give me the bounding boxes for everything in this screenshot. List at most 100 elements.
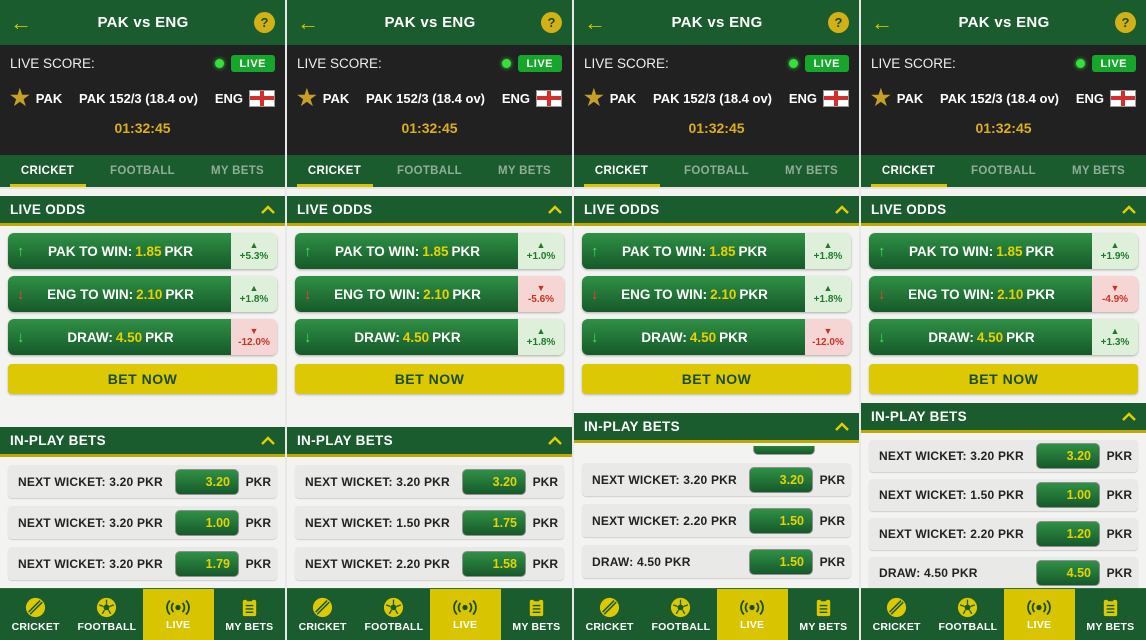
chevron-up-icon[interactable] xyxy=(1122,412,1136,421)
inplay-odds-button[interactable]: 3.20 xyxy=(749,466,813,493)
in-play-bets-title: IN-PLAY BETS xyxy=(584,419,680,434)
nav-my-bets[interactable]: MY BETS xyxy=(788,589,859,640)
inplay-odds-button[interactable]: 3.20 xyxy=(462,468,526,495)
app-screen: ← PAK vs ENG ? LIVE SCORE: LIVE ★ PAK PA… xyxy=(0,0,285,640)
odds-row-eng-to-win[interactable]: ↓ ENG TO WIN: 2.10 PKR ▼ -5.6% xyxy=(295,276,564,312)
tab-cricket[interactable]: CRICKET xyxy=(287,155,382,187)
chevron-up-icon[interactable] xyxy=(1122,205,1136,214)
odds-row-pak-to-win[interactable]: ↑ PAK TO WIN: 1.85 PKR ▲ +1.9% xyxy=(869,233,1138,269)
odds-row-eng-to-win[interactable]: ↓ ENG TO WIN: 2.10 PKR ▼ -4.9% xyxy=(869,276,1138,312)
odds-row-eng-to-win[interactable]: ↓ ENG TO WIN: 2.10 PKR ▲ +1.8% xyxy=(582,276,851,312)
tab-my-bets[interactable]: MY BETS xyxy=(210,165,264,177)
live-dot-icon xyxy=(501,59,511,68)
live-odds-header[interactable]: LIVE ODDS xyxy=(0,196,285,226)
inplay-odds-button[interactable]: 1.00 xyxy=(1036,482,1100,508)
odds-row-draw[interactable]: ↓ DRAW: 4.50 PKR ▼ -12.0% xyxy=(8,319,277,355)
inplay-odds-button[interactable]: 1.50 xyxy=(749,507,813,534)
odds-change-badge: ▲ +5.3% xyxy=(231,233,277,269)
odds-row-draw[interactable]: ↓ DRAW: 4.50 PKR ▲ +1.3% xyxy=(869,319,1138,355)
tab-cricket[interactable]: CRICKET xyxy=(574,155,669,187)
tab-football[interactable]: FOOTBALL xyxy=(397,165,462,177)
tab-cricket[interactable]: CRICKET xyxy=(0,155,95,187)
live-odds-header[interactable]: LIVE ODDS xyxy=(287,196,572,226)
tab-my-bets[interactable]: MY BETS xyxy=(784,165,838,177)
inplay-odds-button[interactable]: 1.50 xyxy=(749,548,813,575)
scroll-content: LIVE ODDS ↑ PAK TO WIN: 1.85 PKR ▲ +1.9% ↓… xyxy=(861,187,1146,588)
help-icon[interactable]: ? xyxy=(541,12,562,33)
nav-cricket[interactable]: CRICKET xyxy=(0,589,71,640)
help-icon[interactable]: ? xyxy=(254,12,275,33)
nav-my-bets[interactable]: MY BETS xyxy=(501,589,572,640)
inplay-odds-button[interactable]: 1.79 xyxy=(175,550,239,577)
inplay-odds-button[interactable]: 3.20 xyxy=(1036,443,1100,469)
nav-live[interactable]: LIVE xyxy=(429,589,501,640)
in-play-bets-header[interactable]: IN-PLAY BETS xyxy=(0,427,285,457)
nav-my-bets[interactable]: MY BETS xyxy=(1075,589,1146,640)
inplay-odds-button[interactable]: 1.58 xyxy=(462,550,526,577)
bet-now-button[interactable]: BET NOW xyxy=(869,364,1138,394)
nav-cricket[interactable]: CRICKET xyxy=(287,589,358,640)
in-play-bets-header[interactable]: IN-PLAY BETS xyxy=(861,403,1146,433)
inplay-odds-button[interactable]: 1.20 xyxy=(1036,521,1100,547)
nav-football[interactable]: FOOTBALL xyxy=(358,589,429,640)
away-team-label: ENG xyxy=(501,90,530,106)
inplay-row-partial[interactable] xyxy=(582,446,851,455)
odds-row-draw[interactable]: ↓ DRAW: 4.50 PKR ▼ -12.0% xyxy=(582,319,851,355)
live-status-badge: LIVE xyxy=(1091,55,1136,72)
odds-row-draw[interactable]: ↓ DRAW: 4.50 PKR ▲ +1.8% xyxy=(295,319,564,355)
odds-change-percent: +1.0% xyxy=(526,250,556,262)
odds-row-pak-to-win[interactable]: ↑ PAK TO WIN: 1.85 PKR ▲ +1.8% xyxy=(582,233,851,269)
in-play-bets-header[interactable]: IN-PLAY BETS xyxy=(574,413,859,443)
section-spacer xyxy=(0,394,285,420)
nav-cricket[interactable]: CRICKET xyxy=(861,589,932,640)
scroll-content: LIVE ODDS ↑ PAK TO WIN: 1.85 PKR ▲ +5.3% ↓… xyxy=(0,187,285,588)
inplay-odds-button[interactable]: 1.75 xyxy=(462,509,526,536)
chevron-up-icon[interactable] xyxy=(548,205,562,214)
inplay-odds-button[interactable]: 1.00 xyxy=(175,509,239,536)
inplay-bet-row: NEXT WICKET: 3.20 PKR 1.00 PKR xyxy=(8,506,277,539)
odds-row-eng-to-win[interactable]: ↓ ENG TO WIN: 2.10 PKR ▲ +1.8% xyxy=(8,276,277,312)
tab-my-bets[interactable]: MY BETS xyxy=(1071,165,1125,177)
nav-my-bets[interactable]: MY BETS xyxy=(214,589,285,640)
nav-football[interactable]: FOOTBALL xyxy=(932,589,1003,640)
chevron-up-icon[interactable] xyxy=(261,436,275,445)
inplay-bet-row: NEXT WICKET: 1.50 PKR 1.75 PKR xyxy=(295,506,564,539)
inplay-bet-label: DRAW: 4.50 PKR xyxy=(879,566,978,580)
nav-live[interactable]: LIVE xyxy=(716,589,788,640)
trend-down-arrow-icon: ↓ xyxy=(17,285,25,303)
chevron-up-icon[interactable] xyxy=(835,205,849,214)
inplay-odds-button[interactable]: 3.20 xyxy=(175,468,239,495)
nav-football[interactable]: FOOTBALL xyxy=(71,589,142,640)
odds-row-pak-to-win[interactable]: ↑ PAK TO WIN: 1.85 PKR ▲ +5.3% xyxy=(8,233,277,269)
tab-cricket[interactable]: CRICKET xyxy=(861,155,956,187)
help-icon[interactable]: ? xyxy=(1115,12,1136,33)
nav-live[interactable]: LIVE xyxy=(1003,589,1075,640)
live-odds-header[interactable]: LIVE ODDS xyxy=(861,196,1146,226)
tab-football[interactable]: FOOTBALL xyxy=(971,165,1036,177)
chevron-up-icon[interactable] xyxy=(261,205,275,214)
live-odds-header[interactable]: LIVE ODDS xyxy=(574,196,859,226)
bet-now-button[interactable]: BET NOW xyxy=(582,364,851,394)
odds-label: ENG TO WIN: xyxy=(334,286,421,302)
nav-cricket[interactable]: CRICKET xyxy=(574,589,645,640)
tab-football[interactable]: FOOTBALL xyxy=(684,165,749,177)
live-odds-title: LIVE ODDS xyxy=(297,202,373,217)
bet-now-button[interactable]: BET NOW xyxy=(8,364,277,394)
nav-football[interactable]: FOOTBALL xyxy=(645,589,716,640)
back-arrow-icon[interactable]: ← xyxy=(10,9,32,35)
bottom-nav: CRICKET FOOTBALL LIVE MY BETS xyxy=(861,588,1146,640)
inplay-odds-button[interactable]: 4.50 xyxy=(1036,560,1100,586)
odds-row-pak-to-win[interactable]: ↑ PAK TO WIN: 1.85 PKR ▲ +1.0% xyxy=(295,233,564,269)
clipped-odds-button[interactable] xyxy=(753,446,815,455)
bet-now-button[interactable]: BET NOW xyxy=(295,364,564,394)
in-play-bets-header[interactable]: IN-PLAY BETS xyxy=(287,427,572,457)
chevron-up-icon[interactable] xyxy=(835,422,849,431)
back-arrow-icon[interactable]: ← xyxy=(871,9,893,35)
help-icon[interactable]: ? xyxy=(828,12,849,33)
back-arrow-icon[interactable]: ← xyxy=(297,9,319,35)
nav-live[interactable]: LIVE xyxy=(142,589,214,640)
tab-my-bets[interactable]: MY BETS xyxy=(497,165,551,177)
tab-football[interactable]: FOOTBALL xyxy=(110,165,175,177)
back-arrow-icon[interactable]: ← xyxy=(584,9,606,35)
chevron-up-icon[interactable] xyxy=(548,436,562,445)
